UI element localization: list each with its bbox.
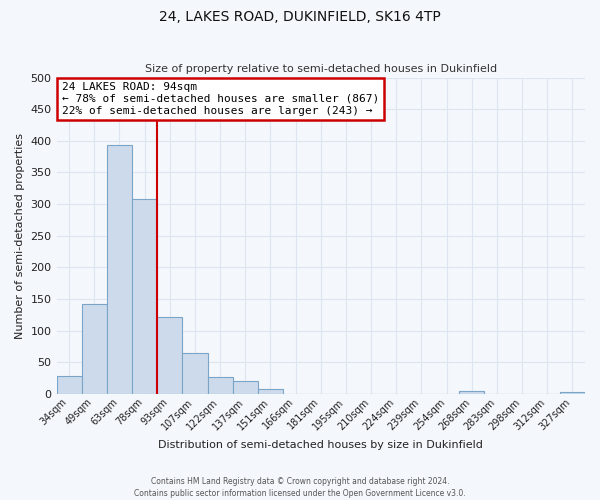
Bar bbox=[132, 199, 157, 394]
Text: Contains HM Land Registry data © Crown copyright and database right 2024.
Contai: Contains HM Land Registry data © Crown c… bbox=[134, 476, 466, 498]
Bar bbox=[157, 317, 182, 394]
Bar bbox=[208, 377, 233, 394]
Title: Size of property relative to semi-detached houses in Dukinfield: Size of property relative to semi-detach… bbox=[145, 64, 497, 74]
Bar bbox=[107, 146, 132, 394]
X-axis label: Distribution of semi-detached houses by size in Dukinfield: Distribution of semi-detached houses by … bbox=[158, 440, 483, 450]
Bar bbox=[82, 304, 107, 394]
Bar bbox=[258, 389, 283, 394]
Bar bbox=[459, 392, 484, 394]
Bar bbox=[182, 353, 208, 394]
Bar bbox=[233, 380, 258, 394]
Text: 24 LAKES ROAD: 94sqm
← 78% of semi-detached houses are smaller (867)
22% of semi: 24 LAKES ROAD: 94sqm ← 78% of semi-detac… bbox=[62, 82, 379, 116]
Bar bbox=[560, 392, 585, 394]
Y-axis label: Number of semi-detached properties: Number of semi-detached properties bbox=[15, 133, 25, 339]
Bar bbox=[56, 376, 82, 394]
Text: 24, LAKES ROAD, DUKINFIELD, SK16 4TP: 24, LAKES ROAD, DUKINFIELD, SK16 4TP bbox=[159, 10, 441, 24]
